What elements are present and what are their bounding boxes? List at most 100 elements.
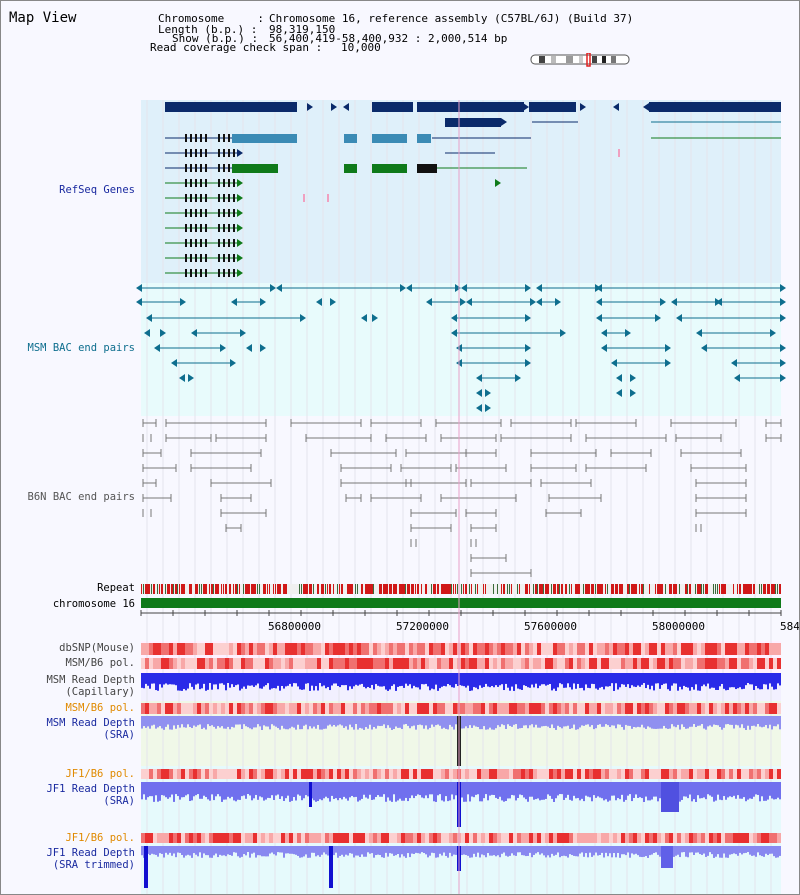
repeat-element bbox=[483, 584, 484, 594]
heat-cell bbox=[245, 703, 249, 714]
depth-bar bbox=[655, 846, 657, 853]
bac-end-arrow bbox=[260, 298, 266, 306]
depth-bar bbox=[325, 846, 327, 855]
heat-cell bbox=[393, 703, 397, 714]
repeat-element bbox=[601, 584, 603, 594]
depth-bar bbox=[311, 846, 313, 853]
depth-bar bbox=[213, 846, 215, 856]
heat-cell bbox=[353, 769, 357, 779]
heat-cell bbox=[161, 833, 165, 843]
gene-marker bbox=[303, 194, 305, 202]
depth-bar bbox=[259, 846, 261, 856]
heat-cell bbox=[445, 658, 449, 669]
bac-end-arrow bbox=[179, 374, 185, 382]
depth-bar bbox=[331, 782, 333, 796]
chromosome-ideogram[interactable] bbox=[529, 53, 631, 67]
depth-bar bbox=[215, 716, 217, 729]
heat-cell bbox=[209, 703, 213, 714]
depth-bar bbox=[443, 716, 445, 728]
heat-cell bbox=[265, 658, 269, 669]
depth-bar bbox=[171, 846, 173, 856]
depth-bar bbox=[755, 673, 757, 686]
depth-bar bbox=[353, 782, 355, 798]
repeat-element bbox=[167, 584, 169, 594]
heat-cell bbox=[169, 703, 173, 714]
depth-bar bbox=[575, 846, 577, 857]
gene-exon-tick bbox=[205, 179, 207, 187]
heat-cell bbox=[441, 833, 445, 843]
heat-cell bbox=[433, 769, 437, 779]
depth-bar bbox=[719, 782, 721, 800]
depth-bar bbox=[159, 782, 161, 801]
repeat-element bbox=[369, 584, 371, 594]
heat-cell bbox=[349, 833, 353, 843]
depth-bar bbox=[439, 716, 441, 726]
heat-cell bbox=[621, 703, 625, 714]
depth-bar bbox=[229, 846, 231, 855]
heat-cell bbox=[237, 658, 241, 669]
depth-bar bbox=[255, 846, 257, 858]
depth-bar bbox=[537, 673, 539, 689]
gene-exon-tick bbox=[195, 149, 197, 157]
heat-cell bbox=[409, 658, 413, 669]
depth-bar bbox=[495, 673, 497, 686]
depth-bar bbox=[419, 673, 421, 690]
msm-pol-heat-strip bbox=[141, 658, 781, 669]
depth-bar bbox=[499, 716, 501, 727]
heat-cell bbox=[273, 769, 277, 779]
heat-cell bbox=[769, 643, 773, 655]
depth-bar bbox=[695, 782, 697, 802]
depth-bar bbox=[473, 782, 475, 798]
depth-bar bbox=[717, 846, 719, 855]
depth-bar bbox=[227, 716, 229, 727]
depth-bar bbox=[453, 673, 455, 688]
repeat-element bbox=[753, 584, 755, 594]
repeat-element bbox=[457, 584, 458, 594]
heat-cell bbox=[285, 658, 289, 669]
depth-bar bbox=[581, 846, 583, 853]
heat-cell bbox=[629, 769, 633, 779]
heat-cell bbox=[357, 703, 361, 714]
strand-arrow bbox=[237, 239, 243, 247]
heat-cell bbox=[633, 703, 637, 714]
gene-exon-tick bbox=[195, 179, 197, 187]
heat-cell bbox=[497, 769, 501, 779]
heat-cell bbox=[497, 833, 501, 843]
heat-cell bbox=[461, 643, 465, 655]
heat-cell bbox=[569, 658, 573, 669]
depth-bar bbox=[325, 782, 327, 797]
depth-bar bbox=[219, 673, 221, 684]
depth-bar bbox=[335, 782, 337, 799]
depth-bar bbox=[607, 673, 609, 687]
heat-cell bbox=[609, 703, 613, 714]
depth-bar bbox=[693, 716, 695, 725]
bac-end-arrow bbox=[316, 298, 322, 306]
heat-cell bbox=[425, 703, 429, 714]
repeat-element bbox=[455, 584, 456, 594]
depth-bar bbox=[587, 782, 589, 797]
heat-cell bbox=[329, 769, 333, 779]
depth-bar bbox=[297, 782, 299, 795]
heat-cell bbox=[713, 658, 717, 669]
depth-bar bbox=[399, 673, 401, 687]
heat-cell bbox=[425, 833, 429, 843]
heat-cell bbox=[745, 658, 749, 669]
heat-cell bbox=[321, 769, 325, 779]
repeat-element bbox=[643, 584, 644, 594]
heat-cell bbox=[653, 769, 657, 779]
depth-bar bbox=[563, 716, 565, 727]
repeat-element bbox=[197, 584, 198, 594]
depth-bar bbox=[467, 782, 469, 795]
depth-bar bbox=[549, 673, 551, 684]
heat-cell bbox=[561, 658, 565, 669]
heat-cell bbox=[377, 833, 381, 843]
depth-bar bbox=[595, 673, 597, 689]
heat-cell bbox=[289, 658, 293, 669]
depth-bar bbox=[423, 846, 425, 854]
heat-cell bbox=[301, 658, 305, 669]
heat-cell bbox=[233, 658, 237, 669]
depth-bar bbox=[317, 846, 319, 856]
depth-bar bbox=[689, 716, 691, 727]
depth-bar bbox=[513, 716, 515, 725]
